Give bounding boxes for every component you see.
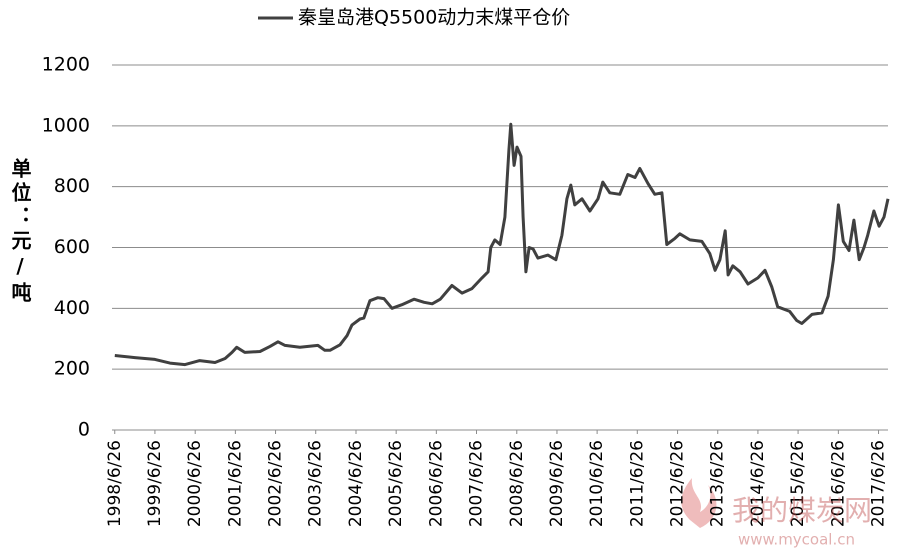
x-tick-label: 1998/6/26 — [105, 440, 125, 527]
y-tick-label: 600 — [54, 236, 90, 258]
watermark: 我的煤炭网 — [732, 494, 872, 527]
x-tick-label: 2002/6/26 — [266, 440, 286, 527]
y-axis-title: 单位：元/吨 — [8, 158, 32, 306]
x-tick-label: 2001/6/26 — [225, 440, 245, 527]
series-line — [114, 122, 890, 367]
x-tick-label: 2017/6/26 — [869, 440, 889, 527]
x-tick-label: 2003/6/26 — [306, 440, 326, 527]
y-tick-label: 0 — [78, 419, 90, 441]
x-tick-label: 2013/6/26 — [708, 440, 728, 527]
x-tick-label: 2015/6/26 — [788, 440, 808, 527]
x-tick-label: 2012/6/26 — [668, 440, 688, 527]
x-tick-label: 2016/6/26 — [828, 440, 848, 527]
x-tick-label: 2007/6/26 — [467, 440, 487, 527]
x-tick-label: 2014/6/26 — [748, 440, 768, 527]
x-tick-label: 2004/6/26 — [346, 440, 366, 527]
x-tick-label: 2010/6/26 — [587, 440, 607, 527]
y-tick-label: 200 — [54, 358, 90, 380]
y-tick-label: 1000 — [42, 114, 90, 136]
x-tick-label: 2006/6/26 — [426, 440, 446, 527]
x-tick-label: 2009/6/26 — [547, 440, 567, 527]
x-tick-label: 2000/6/26 — [185, 440, 205, 527]
watermark-url: www.mycoal.cn — [738, 531, 855, 549]
y-tick-label: 800 — [54, 175, 90, 197]
watermark-icon — [681, 478, 717, 528]
x-tick-label: 2005/6/26 — [386, 440, 406, 527]
y-tick-label: 1200 — [42, 54, 90, 76]
x-tick-label: 2008/6/26 — [507, 440, 527, 527]
y-tick-label: 400 — [54, 297, 90, 319]
x-tick-label: 2011/6/26 — [627, 440, 647, 527]
x-tick-label: 1999/6/26 — [145, 440, 165, 527]
legend-label: 秦皇岛港Q5500动力末煤平仓价 — [298, 7, 570, 29]
